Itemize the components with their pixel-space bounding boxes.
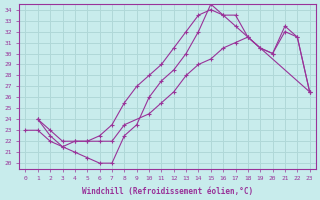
X-axis label: Windchill (Refroidissement éolien,°C): Windchill (Refroidissement éolien,°C) [82,187,253,196]
